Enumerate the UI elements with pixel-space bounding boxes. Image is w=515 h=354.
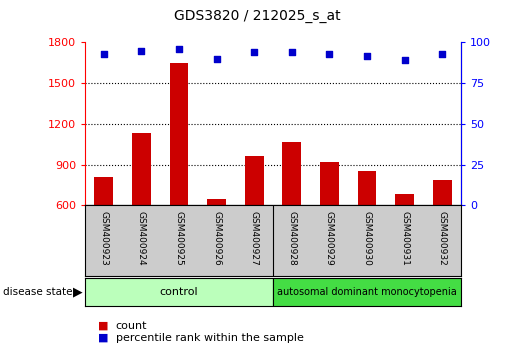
- Bar: [433, 179, 452, 205]
- Bar: [207, 199, 226, 205]
- Bar: [94, 177, 113, 205]
- Text: GSM400923: GSM400923: [99, 211, 108, 266]
- Point: [325, 51, 334, 57]
- Point: [250, 50, 258, 55]
- Point: [212, 56, 220, 62]
- Text: GSM400926: GSM400926: [212, 211, 221, 266]
- Text: GSM400930: GSM400930: [363, 211, 371, 266]
- Point: [137, 48, 146, 53]
- Bar: [273, 278, 461, 306]
- Bar: [85, 278, 273, 306]
- Point: [401, 58, 409, 63]
- Text: GSM400928: GSM400928: [287, 211, 296, 266]
- Text: autosomal dominant monocytopenia: autosomal dominant monocytopenia: [277, 287, 457, 297]
- Text: GSM400925: GSM400925: [175, 211, 183, 266]
- Bar: [320, 162, 339, 205]
- Bar: [169, 63, 188, 205]
- Bar: [357, 171, 376, 205]
- Text: ■: ■: [98, 321, 108, 331]
- Text: GSM400932: GSM400932: [438, 211, 447, 266]
- Text: control: control: [160, 287, 198, 297]
- Bar: [395, 194, 414, 205]
- Point: [287, 50, 296, 55]
- Point: [175, 46, 183, 52]
- Text: GSM400931: GSM400931: [400, 211, 409, 266]
- Text: disease state: disease state: [3, 287, 72, 297]
- Text: ▶: ▶: [74, 286, 83, 298]
- Text: GSM400927: GSM400927: [250, 211, 259, 266]
- Point: [100, 51, 108, 57]
- Point: [438, 51, 446, 57]
- Text: GSM400929: GSM400929: [325, 211, 334, 266]
- Bar: [245, 156, 264, 205]
- Text: GSM400924: GSM400924: [137, 211, 146, 266]
- Point: [363, 53, 371, 58]
- Text: count: count: [116, 321, 147, 331]
- Bar: [132, 133, 151, 205]
- Text: GDS3820 / 212025_s_at: GDS3820 / 212025_s_at: [174, 9, 341, 23]
- Text: percentile rank within the sample: percentile rank within the sample: [116, 333, 304, 343]
- Bar: [282, 142, 301, 205]
- Text: ■: ■: [98, 333, 108, 343]
